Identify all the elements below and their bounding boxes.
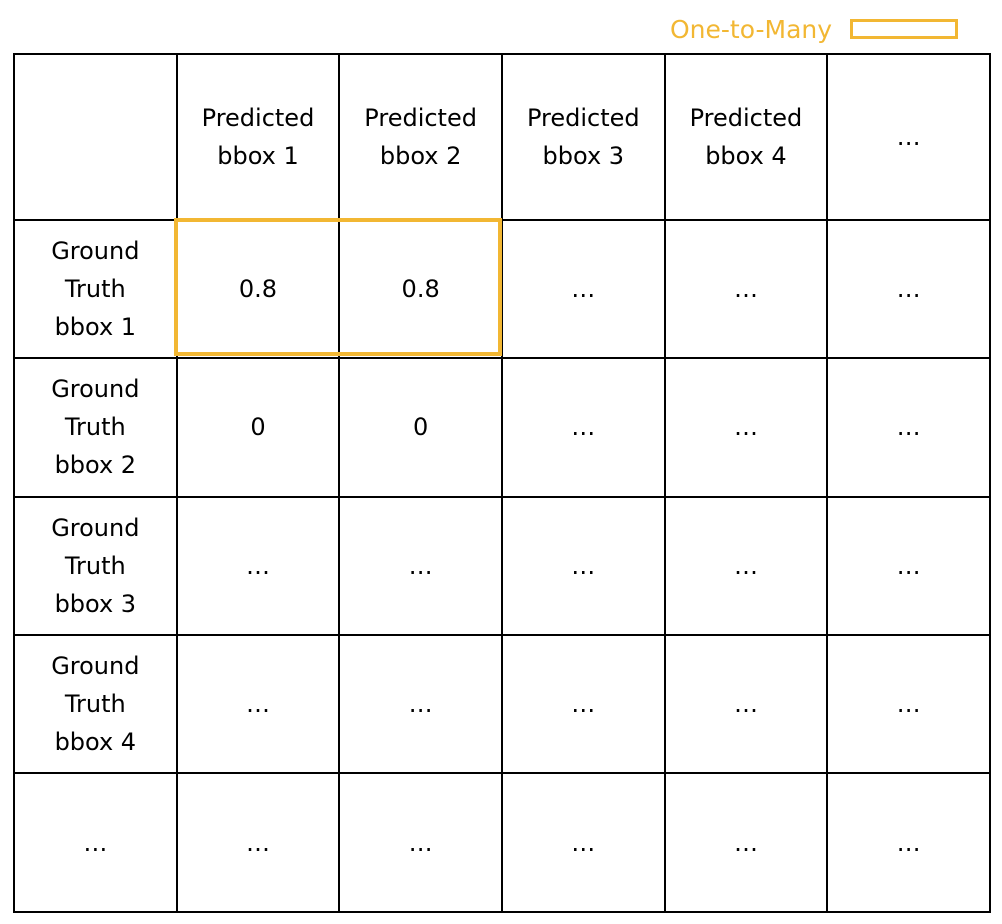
- score-cell: …: [175, 633, 341, 775]
- score-cell: …: [175, 772, 341, 913]
- row-header: Ground Truth bbox 1: [13, 218, 178, 360]
- row-header: Ground Truth bbox 2: [13, 357, 178, 498]
- score-cell: …: [338, 772, 503, 913]
- score-cell: …: [826, 218, 991, 360]
- matrix-row: Ground Truth bbox 3 … … … … …: [13, 495, 991, 636]
- legend-swatch: [850, 19, 959, 39]
- legend-label: One-to-Many: [670, 14, 833, 44]
- row-header: Ground Truth bbox 3: [13, 495, 178, 636]
- column-header: Predicted bbox 4: [663, 53, 829, 221]
- row-header: Ground Truth bbox 4: [13, 633, 178, 775]
- score-cell: …: [663, 218, 829, 360]
- column-header: Predicted bbox 2: [338, 53, 503, 221]
- score-cell: 0.8: [338, 218, 503, 360]
- legend: One-to-Many: [670, 12, 959, 46]
- score-cell: …: [175, 495, 341, 636]
- score-cell: 0.8: [175, 218, 341, 360]
- column-header: Predicted bbox 1: [175, 53, 341, 221]
- score-cell: …: [500, 357, 666, 498]
- matrix-row: Ground Truth bbox 1 0.8 0.8 … … …: [13, 218, 991, 360]
- score-cell: …: [826, 495, 991, 636]
- row-header: …: [13, 772, 178, 913]
- matrix-row: Ground Truth bbox 2 0 0 … … …: [13, 357, 991, 498]
- header-row: Predicted bbox 1 Predicted bbox 2 Predic…: [13, 53, 991, 221]
- score-cell: …: [826, 633, 991, 775]
- score-cell: …: [338, 633, 503, 775]
- score-cell: …: [663, 357, 829, 498]
- score-cell: 0: [338, 357, 503, 498]
- score-cell: …: [826, 357, 991, 498]
- matrix-row: Ground Truth bbox 4 … … … … …: [13, 633, 991, 775]
- corner-cell: [13, 53, 178, 221]
- score-cell: …: [826, 772, 991, 913]
- score-cell: …: [663, 772, 829, 913]
- score-cell: …: [338, 495, 503, 636]
- score-cell: …: [663, 633, 829, 775]
- score-cell: …: [663, 495, 829, 636]
- score-cell: …: [500, 218, 666, 360]
- column-header: …: [826, 53, 991, 221]
- score-cell: 0: [175, 357, 341, 498]
- column-header: Predicted bbox 3: [500, 53, 666, 221]
- score-cell: …: [500, 772, 666, 913]
- matching-matrix: Predicted bbox 1 Predicted bbox 2 Predic…: [13, 53, 991, 913]
- score-cell: …: [500, 495, 666, 636]
- score-cell: …: [500, 633, 666, 775]
- matrix-row: … … … … … …: [13, 772, 991, 913]
